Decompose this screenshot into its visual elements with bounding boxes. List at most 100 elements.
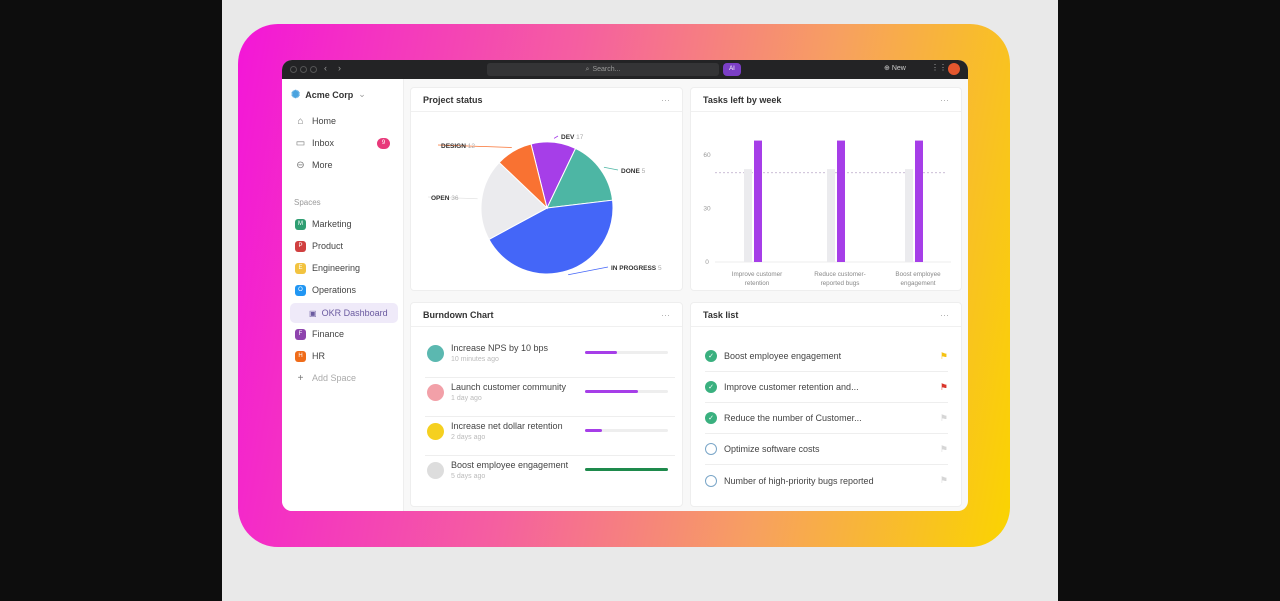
pie-slice-design[interactable] bbox=[498, 143, 548, 210]
task-title: Optimize software costs bbox=[724, 444, 820, 454]
task-row[interactable]: Optimize software costs ⚑ bbox=[705, 434, 948, 465]
task-row[interactable]: ✓ Boost employee engagement ⚑ bbox=[705, 341, 948, 372]
dashboard-icon: ▣ bbox=[309, 308, 317, 318]
pie-label: IN PROGRESS 5 bbox=[611, 265, 662, 272]
priority-flag-icon[interactable]: ⚑ bbox=[939, 381, 948, 392]
sidebar: ✺ Acme Corp ⌄ ⌂ Home ▭ Inbox 9 ⊖ More Spaces … bbox=[282, 79, 404, 511]
progress-fill bbox=[585, 429, 602, 432]
bar[interactable] bbox=[837, 140, 845, 262]
card-title: Tasks left by week bbox=[703, 94, 782, 105]
sidebar-item-engineering[interactable]: E Engineering bbox=[295, 260, 360, 276]
y-tick-label: 60 bbox=[703, 152, 711, 159]
empty-circle-icon[interactable] bbox=[705, 474, 717, 487]
task-row[interactable]: ✓ Improve customer retention and... ⚑ bbox=[705, 372, 948, 403]
task-row[interactable]: ✓ Reduce the number of Customer... ⚑ bbox=[705, 403, 948, 434]
pie-slice-in-progress[interactable] bbox=[488, 199, 614, 275]
avatar bbox=[427, 384, 444, 401]
burndown-card: Burndown Chart ··· Increase NPS by 10 bps… bbox=[410, 302, 683, 507]
search-input[interactable]: ⌕ Search... bbox=[487, 63, 719, 76]
apps-grid-icon[interactable]: ⋮⋮ bbox=[931, 63, 947, 72]
x-tick-label: reported bugs bbox=[821, 280, 860, 287]
goal-time: 2 days ago bbox=[451, 434, 486, 441]
card-title: Task list bbox=[703, 309, 739, 320]
task-row[interactable]: Number of high-priority bugs reported ⚑ bbox=[705, 465, 948, 496]
sidebar-item-inbox[interactable]: ▭ Inbox bbox=[295, 137, 335, 149]
pie-value: 12 bbox=[468, 143, 476, 150]
bar[interactable] bbox=[754, 140, 762, 262]
x-tick-label: Improve customer bbox=[732, 271, 782, 278]
sidebar-item-finance[interactable]: F Finance bbox=[295, 326, 344, 342]
user-avatar[interactable] bbox=[948, 63, 960, 75]
sidebar-item-hr[interactable]: H HR bbox=[295, 348, 325, 364]
pie-leader-line bbox=[603, 166, 619, 171]
bar[interactable] bbox=[905, 169, 913, 262]
forward-icon[interactable]: › bbox=[338, 63, 341, 73]
goal-title: Launch customer community bbox=[451, 382, 567, 392]
check-circle-icon[interactable]: ✓ bbox=[705, 350, 717, 362]
inbox-badge: 9 bbox=[377, 138, 390, 149]
priority-flag-icon[interactable]: ⚑ bbox=[939, 350, 948, 361]
sidebar-item-okr-dashboard[interactable]: ▣ OKR Dashboard bbox=[290, 303, 398, 323]
burndown-row[interactable]: Launch customer community 1 day ago bbox=[425, 378, 675, 417]
pie-label: DEV 17 bbox=[561, 134, 584, 141]
task-title: Number of high-priority bugs reported bbox=[724, 475, 874, 486]
task-title: Reduce the number of Customer... bbox=[724, 413, 862, 423]
finance-icon: F bbox=[295, 328, 306, 340]
project-status-card: Project status ··· DEV 17 DONE 5 IN PROGRES… bbox=[410, 87, 683, 291]
back-icon[interactable]: ‹ bbox=[324, 63, 327, 73]
pie-leader-line bbox=[437, 144, 512, 148]
check-circle-icon[interactable]: ✓ bbox=[705, 412, 717, 424]
empty-circle-icon[interactable] bbox=[705, 443, 717, 455]
pie-value: 17 bbox=[576, 134, 584, 141]
avatar bbox=[427, 423, 444, 440]
tasks-left-bar-chart: 0 30 60 Improve customer retention Reduce cus… bbox=[703, 140, 951, 287]
task-title: Improve customer retention and... bbox=[724, 382, 859, 392]
workspace-logo-icon: ✺ bbox=[291, 89, 301, 101]
bar[interactable] bbox=[744, 169, 752, 262]
more-options-button[interactable]: ··· bbox=[661, 309, 670, 320]
progress-bar bbox=[585, 390, 668, 393]
bar[interactable] bbox=[827, 169, 835, 262]
goal-title: Boost employee engagement bbox=[451, 460, 569, 470]
progress-bar bbox=[585, 351, 668, 354]
pie-slice-done[interactable] bbox=[546, 147, 614, 209]
progress-fill bbox=[585, 390, 639, 393]
title-bar: ‹ › ⌕ Search... AI ⊕ New ⋮⋮ bbox=[282, 60, 968, 79]
burndown-row[interactable]: Increase net dollar retention 2 days ago bbox=[425, 417, 675, 456]
spaces-heading: Spaces bbox=[294, 198, 321, 207]
chevron-down-icon: ⌄ bbox=[358, 89, 366, 99]
sidebar-item-home[interactable]: ⌂ Home bbox=[295, 113, 336, 129]
sidebar-item-marketing[interactable]: M Marketing bbox=[295, 216, 352, 232]
burndown-row[interactable]: Boost employee engagement 5 days ago bbox=[425, 456, 675, 495]
sidebar-item-product[interactable]: P Product bbox=[295, 238, 343, 254]
goal-time: 5 days ago bbox=[451, 473, 486, 480]
card-title: Burndown Chart bbox=[423, 309, 494, 320]
plus-icon: + bbox=[297, 372, 304, 384]
pie-value: 5 bbox=[658, 265, 662, 272]
priority-flag-icon[interactable]: ⚑ bbox=[939, 443, 948, 454]
ai-button[interactable]: AI bbox=[723, 63, 741, 76]
add-space-button[interactable]: + Add Space bbox=[295, 370, 356, 386]
priority-flag-icon[interactable]: ⚑ bbox=[939, 475, 948, 485]
progress-fill bbox=[585, 351, 617, 354]
pie-label: DONE 5 bbox=[621, 168, 646, 175]
sidebar-item-more[interactable]: ⊖ More bbox=[296, 159, 333, 171]
goal-title: Increase net dollar retention bbox=[451, 421, 563, 431]
goal-time: 10 minutes ago bbox=[451, 356, 499, 363]
pie-slice-open[interactable] bbox=[480, 161, 548, 241]
workspace-switcher[interactable]: ✺ Acme Corp ⌄ bbox=[291, 89, 366, 101]
more-options-button[interactable]: ··· bbox=[940, 309, 949, 320]
check-circle-icon[interactable]: ✓ bbox=[705, 381, 717, 393]
app-window: ‹ › ⌕ Search... AI ⊕ New ⋮⋮ ✺ Acme Corp ⌄ ⌂… bbox=[282, 60, 968, 511]
window-controls[interactable] bbox=[290, 66, 317, 73]
task-list-card: Task list ··· ✓ Boost employee engagement ⚑… bbox=[690, 302, 962, 507]
card-title: Project status bbox=[423, 94, 483, 105]
more-options-button[interactable]: ··· bbox=[661, 94, 670, 105]
more-options-button[interactable]: ··· bbox=[940, 94, 949, 105]
burndown-row[interactable]: Increase NPS by 10 bps 10 minutes ago bbox=[425, 339, 675, 378]
goal-title: Increase NPS by 10 bps bbox=[451, 343, 549, 353]
sidebar-item-operations[interactable]: O Operations bbox=[295, 282, 356, 298]
new-button[interactable]: ⊕ New bbox=[884, 65, 906, 72]
priority-flag-icon[interactable]: ⚑ bbox=[939, 412, 948, 423]
bar[interactable] bbox=[915, 140, 923, 262]
